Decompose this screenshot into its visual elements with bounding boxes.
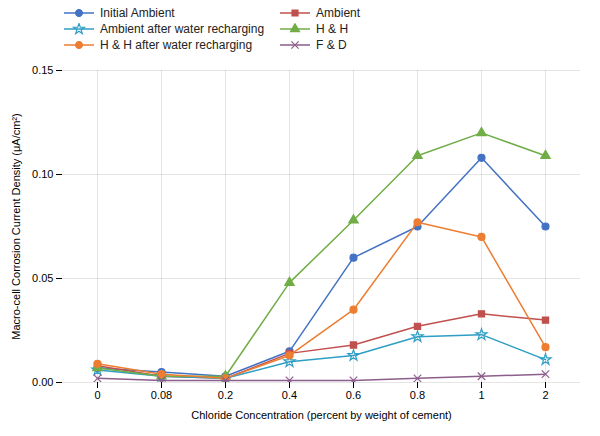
svg-text:0.6: 0.6 (346, 389, 361, 401)
html-text:Initial Ambient: Initial Ambient (100, 6, 175, 20)
html-text:H & H after water recharging: H & H after water recharging (100, 38, 253, 52)
svg-text:0.2: 0.2 (218, 389, 233, 401)
svg-text:0.08: 0.08 (151, 389, 172, 401)
svg-text:0.4: 0.4 (282, 389, 297, 401)
html-text:Ambient: Ambient (316, 6, 361, 20)
svg-text:0.10: 0.10 (32, 168, 53, 180)
svg-text:Macro-cell Corrosion Current D: Macro-cell Corrosion Current Density (μA… (10, 113, 22, 339)
svg-text:2: 2 (542, 389, 548, 401)
svg-text:0.05: 0.05 (32, 272, 53, 284)
html-text:H & H: H & H (316, 22, 349, 36)
svg-text:0.00: 0.00 (32, 376, 53, 388)
html-text:Ambient after water recharging: Ambient after water recharging (100, 22, 265, 36)
svg-text:0.8: 0.8 (410, 389, 425, 401)
svg-text:Chloride Concentration (percen: Chloride Concentration (percent by weigh… (191, 409, 451, 421)
html-text:F & D: F & D (316, 38, 347, 52)
svg-text:0: 0 (94, 389, 100, 401)
svg-text:1: 1 (478, 389, 484, 401)
svg-text:0.15: 0.15 (32, 64, 53, 76)
